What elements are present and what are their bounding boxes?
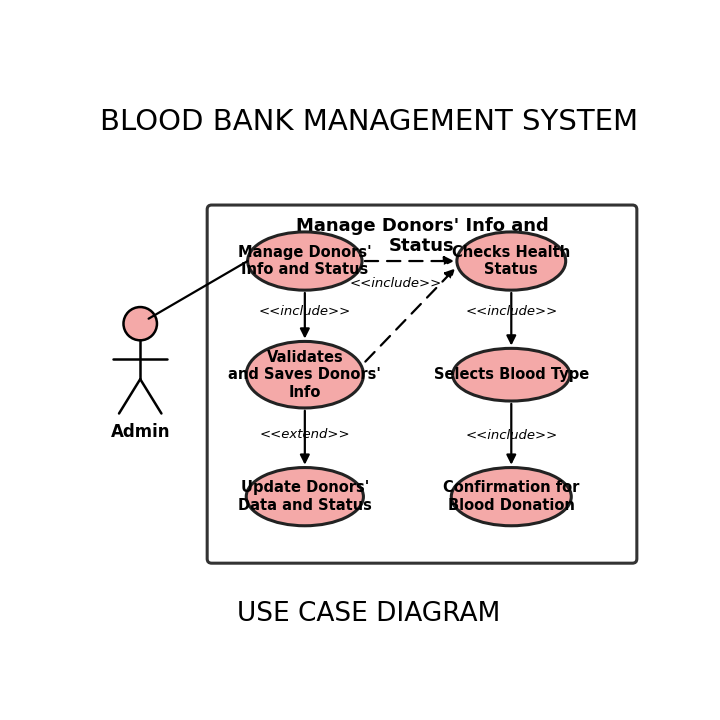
Circle shape: [124, 307, 157, 341]
Text: Selects Blood Type: Selects Blood Type: [433, 367, 589, 382]
Text: <<include>>: <<include>>: [350, 276, 442, 289]
Text: USE CASE DIAGRAM: USE CASE DIAGRAM: [238, 601, 500, 627]
Text: Checks Health
Status: Checks Health Status: [452, 245, 570, 277]
Text: Admin: Admin: [110, 423, 170, 441]
Text: <<include>>: <<include>>: [465, 305, 557, 318]
Text: <<include>>: <<include>>: [258, 305, 351, 318]
Text: <<extend>>: <<extend>>: [259, 428, 350, 441]
FancyBboxPatch shape: [207, 205, 637, 563]
Text: BLOOD BANK MANAGEMENT SYSTEM: BLOOD BANK MANAGEMENT SYSTEM: [100, 109, 638, 136]
Ellipse shape: [457, 232, 566, 290]
Text: Manage Donors'
Info and Status: Manage Donors' Info and Status: [238, 245, 372, 277]
Ellipse shape: [246, 467, 364, 526]
Ellipse shape: [451, 467, 571, 526]
Ellipse shape: [246, 341, 364, 408]
Ellipse shape: [453, 348, 570, 401]
Text: Validates
and Saves Donors'
Info: Validates and Saves Donors' Info: [228, 350, 382, 400]
Text: Manage Donors' Info and
Status: Manage Donors' Info and Status: [296, 217, 549, 256]
Text: Update Donors'
Data and Status: Update Donors' Data and Status: [238, 480, 372, 513]
Text: <<include>>: <<include>>: [465, 429, 557, 442]
Text: Confirmation for
Blood Donation: Confirmation for Blood Donation: [443, 480, 580, 513]
Ellipse shape: [248, 232, 362, 290]
